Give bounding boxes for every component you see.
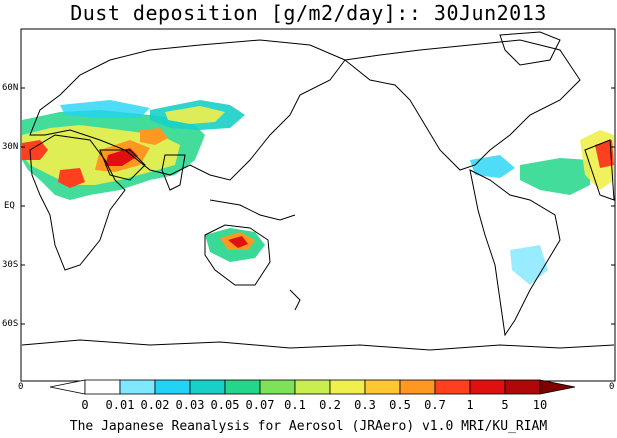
colorbar-swatch	[329, 379, 366, 395]
lat-label-30s: 30S	[2, 260, 19, 270]
lon-label-right: 0	[609, 382, 615, 392]
colorbar-swatch	[504, 379, 541, 395]
colorbar-tick-label: 0.05	[210, 398, 240, 412]
colorbar-swatch	[434, 379, 471, 395]
lat-label-60s: 60S	[2, 319, 19, 329]
colorbar-swatch	[294, 379, 331, 395]
colorbar-tick-label: 10	[532, 398, 548, 412]
colorbar-swatch	[539, 379, 576, 395]
coastlines	[21, 31, 615, 351]
colorbar-swatch	[49, 379, 86, 395]
colorbar-swatch	[154, 379, 191, 395]
colorbar-tick-label: 0.5	[389, 398, 411, 412]
colorbar-swatch	[224, 379, 261, 395]
colorbar-swatch	[259, 379, 296, 395]
colorbar-tick-label: 1	[466, 398, 474, 412]
colorbar-swatch	[469, 379, 506, 395]
lon-label-left: 0	[18, 382, 24, 392]
colorbar-tick-label: 0.2	[319, 398, 341, 412]
colorbar-tick-label: 0.7	[424, 398, 446, 412]
colorbar-tick-label: 0.01	[105, 398, 135, 412]
colorbar-tick-label: 0.3	[354, 398, 376, 412]
map-title: Dust deposition [g/m2/day]:: 30Jun2013	[70, 1, 547, 25]
colorbar-swatch	[189, 379, 226, 395]
lat-label-30n: 30N	[2, 142, 19, 152]
lat-label-60n: 60N	[2, 83, 19, 93]
map-frame	[20, 28, 616, 382]
dust-shading	[22, 100, 614, 285]
colorbar-swatch	[84, 379, 121, 395]
colorbar-tick-label: 0.02	[140, 398, 170, 412]
lat-ticks	[21, 87, 615, 325]
lat-label-eq: EQ	[4, 201, 15, 211]
colorbar-tick-label: 0.07	[245, 398, 275, 412]
colorbar-tick-label: 0.03	[175, 398, 205, 412]
colorbar	[49, 379, 576, 395]
colorbar-swatch	[399, 379, 436, 395]
colorbar-tick-label: 0.1	[284, 398, 306, 412]
colorbar-tick-label: 0	[81, 398, 89, 412]
footer-credit: The Japanese Reanalysis for Aerosol (JRA…	[69, 419, 548, 434]
colorbar-swatch	[364, 379, 401, 395]
colorbar-tick-label: 5	[501, 398, 509, 412]
colorbar-swatch	[119, 379, 156, 395]
